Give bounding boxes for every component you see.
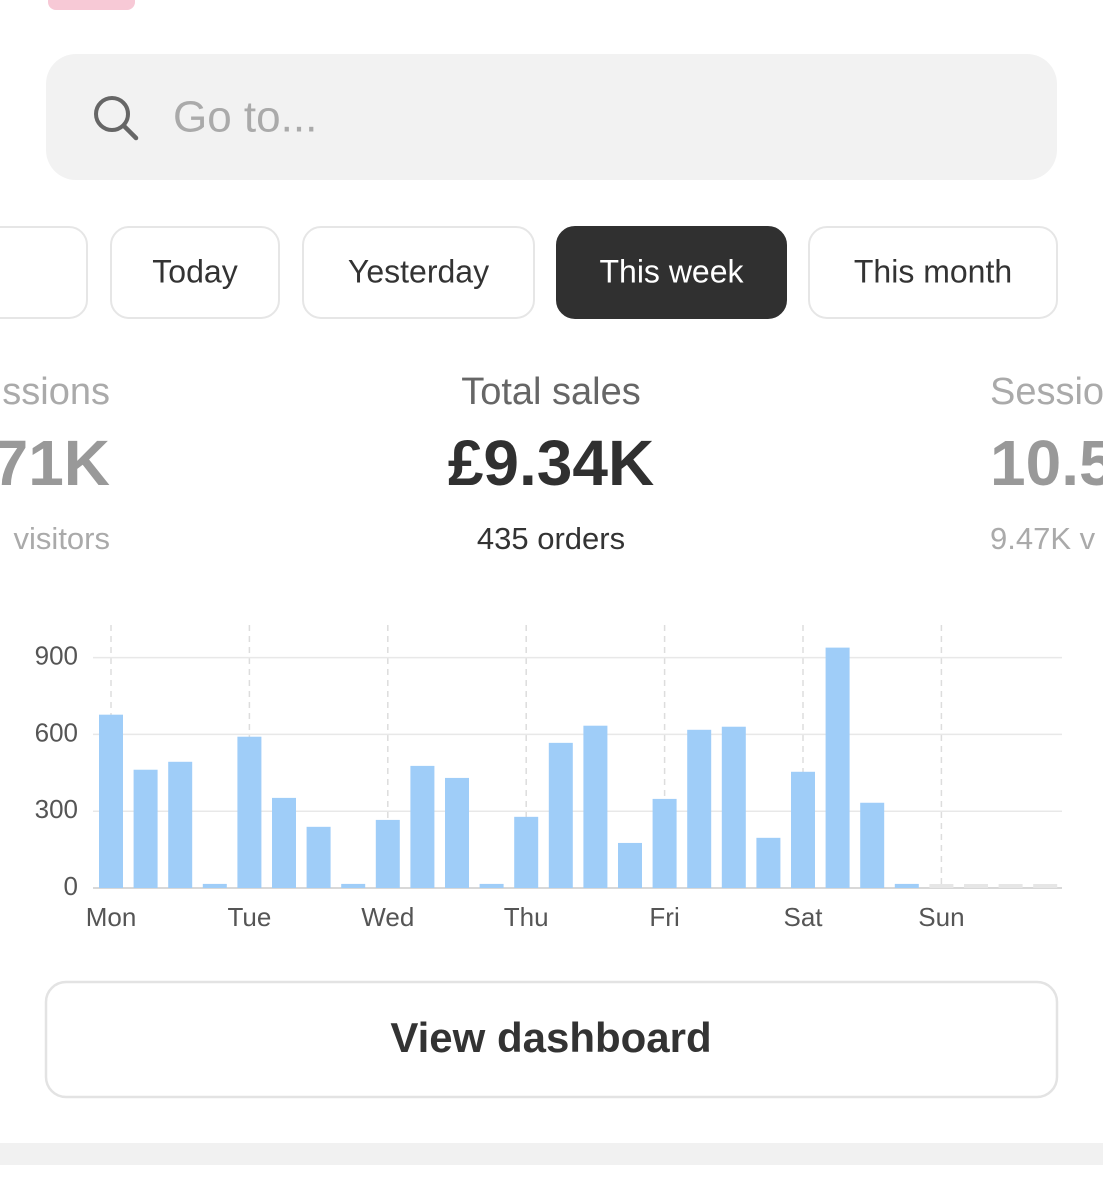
button-label: View dashboard (390, 1014, 711, 1061)
stat-value: 71K (0, 427, 110, 499)
bar (721, 726, 746, 888)
x-tick-label: Thu (504, 902, 549, 932)
x-tick-label: Tue (227, 902, 271, 932)
stat-sub: 435 orders (477, 521, 625, 556)
bar (756, 837, 781, 888)
search-bar[interactable] (46, 54, 1057, 180)
bar (375, 819, 400, 888)
bar (168, 761, 193, 888)
tab-label: Today (152, 253, 237, 289)
top-badge (48, 0, 135, 10)
future-slot (929, 884, 954, 888)
future-slot (964, 884, 988, 888)
bar (341, 883, 366, 888)
bar (99, 714, 123, 888)
bar (825, 647, 850, 888)
bar (583, 725, 608, 888)
bar (894, 883, 919, 888)
y-tick-label: 300 (35, 794, 78, 824)
tab[interactable] (556, 226, 787, 319)
bar (202, 883, 227, 888)
tab-label: Yesterday (348, 253, 489, 289)
x-tick-label: Sat (783, 902, 823, 932)
tab-label: This week (599, 253, 744, 289)
bar (237, 736, 262, 888)
bar (687, 729, 712, 888)
bar (791, 771, 815, 888)
bar (410, 765, 435, 888)
stat-title: Sessio (990, 371, 1103, 413)
bar (860, 802, 885, 888)
x-tick-label: Wed (361, 902, 414, 932)
tab[interactable] (110, 226, 280, 319)
bar (479, 883, 504, 888)
tab[interactable] (0, 226, 88, 319)
stat-title: Total sales (461, 371, 641, 413)
bar (306, 826, 331, 888)
stat-title: ssions (2, 371, 110, 413)
search-icon (94, 96, 130, 132)
y-tick-label: 900 (35, 640, 78, 670)
future-slot (998, 884, 1023, 888)
x-tick-label: Sun (918, 902, 964, 932)
search-placeholder: Go to... (173, 93, 317, 142)
stat-value: £9.34K (448, 427, 654, 499)
bar (272, 797, 296, 888)
x-tick-label: Mon (86, 902, 137, 932)
bar (514, 816, 539, 888)
search-icon-handle (121, 123, 139, 141)
x-tick-label: Fri (649, 902, 679, 932)
y-tick-label: 0 (64, 871, 78, 901)
stat-sub: 9.47K v (990, 521, 1096, 556)
stat-value: 10.5 (990, 427, 1103, 499)
bar (445, 777, 469, 888)
y-tick-label: 600 (35, 717, 78, 747)
stat-sub: visitors (14, 521, 110, 556)
bar (133, 769, 158, 888)
tab[interactable] (302, 226, 535, 319)
tab-label: This month (854, 253, 1012, 289)
bar (618, 842, 642, 888)
bar (652, 798, 677, 888)
bar (548, 742, 573, 888)
tab[interactable] (808, 226, 1058, 319)
bottom-divider (0, 1143, 1103, 1165)
view-dashboard-button[interactable] (44, 980, 1059, 1099)
future-slot (1033, 884, 1058, 888)
